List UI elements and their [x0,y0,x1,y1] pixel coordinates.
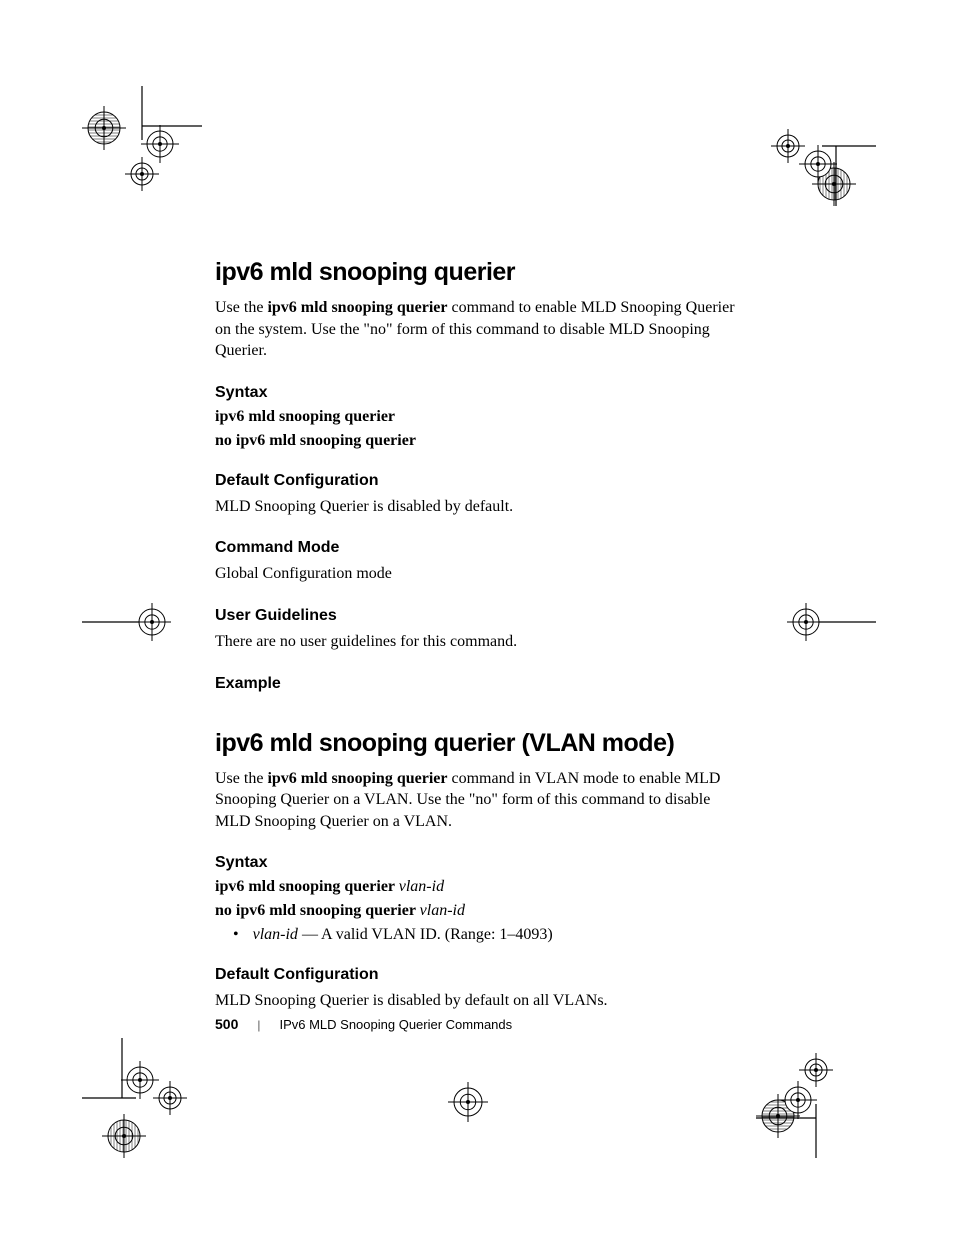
syntax-line: ipv6 mld snooping querier vlan-id [215,878,745,896]
default-config-heading: Default Configuration [215,472,745,490]
syntax-line: no ipv6 mld snooping querier vlan-id [215,902,745,920]
crop-mark-icon [756,86,876,206]
crop-mark-icon [438,1072,498,1132]
crop-mark-icon [82,1038,202,1158]
bullet-item: vlan-id — A valid VLAN ID. (Range: 1–409… [233,926,745,944]
command-mode-heading: Command Mode [215,539,745,557]
section-heading: ipv6 mld snooping querier (VLAN mode) [215,729,745,758]
separator: | [258,1017,261,1032]
intro-paragraph: Use the ipv6 mld snooping querier comman… [215,297,745,362]
default-config-text: MLD Snooping Querier is disabled by defa… [215,990,745,1012]
page-number: 500 [215,1016,238,1032]
syntax-line: ipv6 mld snooping querier [215,408,745,426]
default-config-text: MLD Snooping Querier is disabled by defa… [215,496,745,518]
param: vlan-id [420,902,465,919]
crop-mark-icon [82,86,202,206]
crop-mark-icon [756,1038,876,1158]
crop-mark-icon [786,592,876,652]
example-heading: Example [215,675,745,693]
param: vlan-id [253,926,298,943]
command-mode-text: Global Configuration mode [215,563,745,585]
default-config-heading: Default Configuration [215,966,745,984]
section-heading: ipv6 mld snooping querier [215,258,745,287]
syntax-heading: Syntax [215,384,745,402]
page-footer: 500 | IPv6 MLD Snooping Querier Commands [215,1016,512,1033]
crop-mark-icon [82,592,172,652]
user-guidelines-text: There are no user guidelines for this co… [215,631,745,653]
text: Use the [215,299,267,316]
intro-paragraph: Use the ipv6 mld snooping querier comman… [215,768,745,833]
syntax-heading: Syntax [215,854,745,872]
command-name: ipv6 mld snooping querier [267,299,447,316]
text: ipv6 mld snooping querier [215,878,399,895]
syntax-line: no ipv6 mld snooping querier [215,432,745,450]
user-guidelines-heading: User Guidelines [215,607,745,625]
text: — A valid VLAN ID. (Range: 1–4093) [298,926,553,943]
footer-title: IPv6 MLD Snooping Querier Commands [279,1017,512,1032]
command-name: ipv6 mld snooping querier [267,770,447,787]
param: vlan-id [399,878,444,895]
page-content: ipv6 mld snooping querier Use the ipv6 m… [215,258,745,1016]
text: no ipv6 mld snooping querier [215,902,420,919]
text: Use the [215,770,267,787]
